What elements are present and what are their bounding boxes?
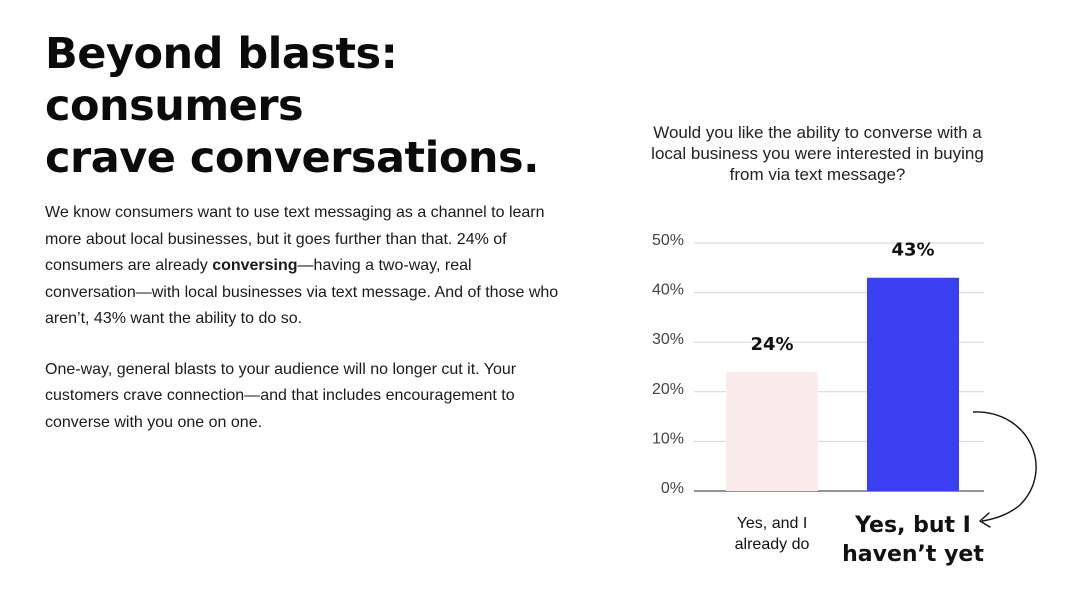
y-tick-label: 10% — [652, 430, 684, 447]
body-paragraph-2: One-way, general blasts to your audience… — [45, 360, 517, 431]
data-label: 43% — [891, 240, 934, 261]
y-tick-label: 40% — [652, 282, 684, 299]
bar-1 — [726, 371, 818, 491]
annotation-arrow — [972, 411, 1037, 522]
y-tick-label: 30% — [652, 331, 684, 348]
body-paragraph-1: We know consumers want to use text messa… — [45, 200, 565, 333]
body-copy: We know consumers want to use text messa… — [45, 200, 565, 460]
category-label: Yes, and I — [737, 515, 808, 532]
category-label: already do — [735, 536, 810, 553]
y-tick-label: 20% — [652, 381, 684, 398]
body-paragraph-1-start: We know consumers want to use text messa… — [45, 204, 545, 274]
body-paragraph-1-end: —having a two-way, real conversation—wit… — [45, 257, 559, 327]
bar-2 — [867, 277, 959, 491]
y-tick-label: 0% — [661, 480, 684, 497]
chart-title: Would you like the ability to converse w… — [651, 123, 984, 184]
headline-line-1: Beyond blasts: consumers — [45, 29, 398, 131]
y-tick-label: 50% — [652, 232, 684, 249]
body-paragraph-1-bold: conversing — [212, 257, 298, 274]
headline-line-2: crave conversations. — [45, 133, 539, 183]
category-label-highlight: haven’t yet — [842, 542, 984, 567]
data-label: 24% — [750, 334, 793, 355]
headline: Beyond blasts: consumers crave conversat… — [45, 28, 645, 184]
arrowhead-icon — [979, 512, 991, 528]
category-label-highlight: Yes, but I — [854, 513, 971, 538]
